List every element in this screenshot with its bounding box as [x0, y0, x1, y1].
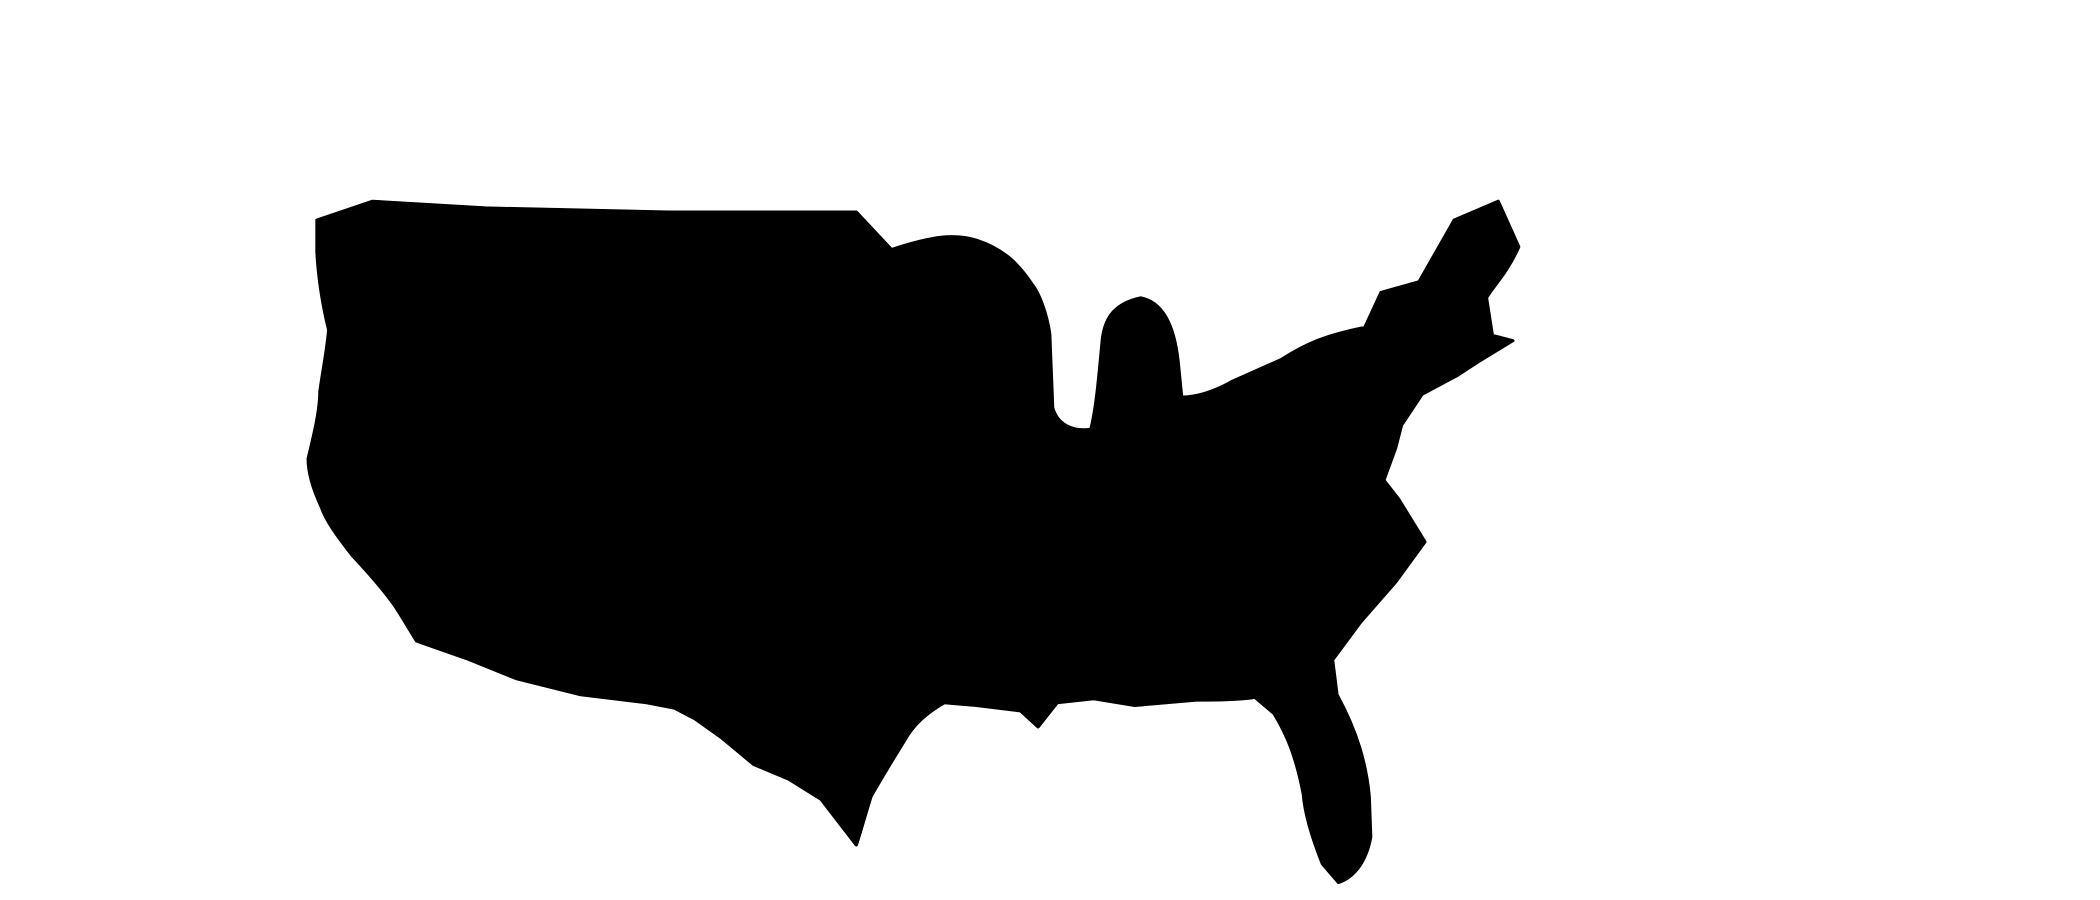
us-outline — [306, 199, 1521, 885]
us-map-svg — [306, 199, 1521, 885]
state-borders — [311, 209, 1490, 722]
us-choropleth-map — [229, 169, 1636, 900]
header — [320, 20, 1520, 32]
